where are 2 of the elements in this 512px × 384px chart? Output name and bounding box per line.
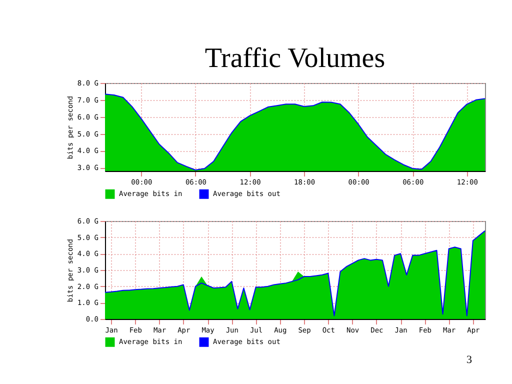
chart-title: Traffic Volumes xyxy=(204,43,386,74)
text: 3 xyxy=(466,354,472,366)
